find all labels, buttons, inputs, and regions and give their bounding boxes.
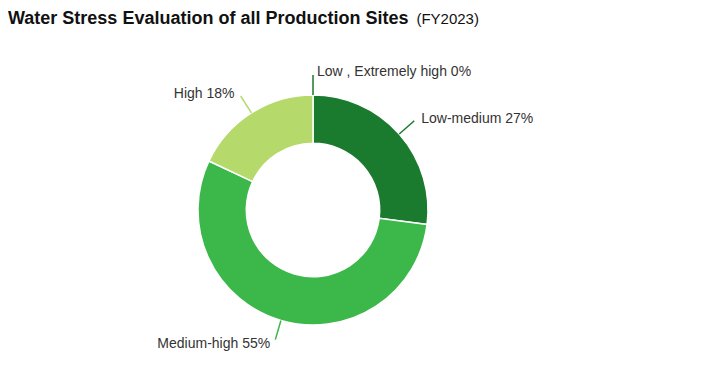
svg-text:Low-medium 27%: Low-medium 27% — [421, 110, 533, 126]
html-text:Water Stress Evaluation of all: Water Stress Evaluation of all Productio… — [8, 8, 409, 28]
svg-text:High 18%: High 18% — [174, 85, 235, 101]
svg-text:Low , Extremely high 0%: Low , Extremely high 0% — [317, 63, 471, 79]
svg-text:Medium-high 55%: Medium-high 55% — [157, 335, 270, 351]
html-text:(FY2023): (FY2023) — [416, 10, 479, 27]
